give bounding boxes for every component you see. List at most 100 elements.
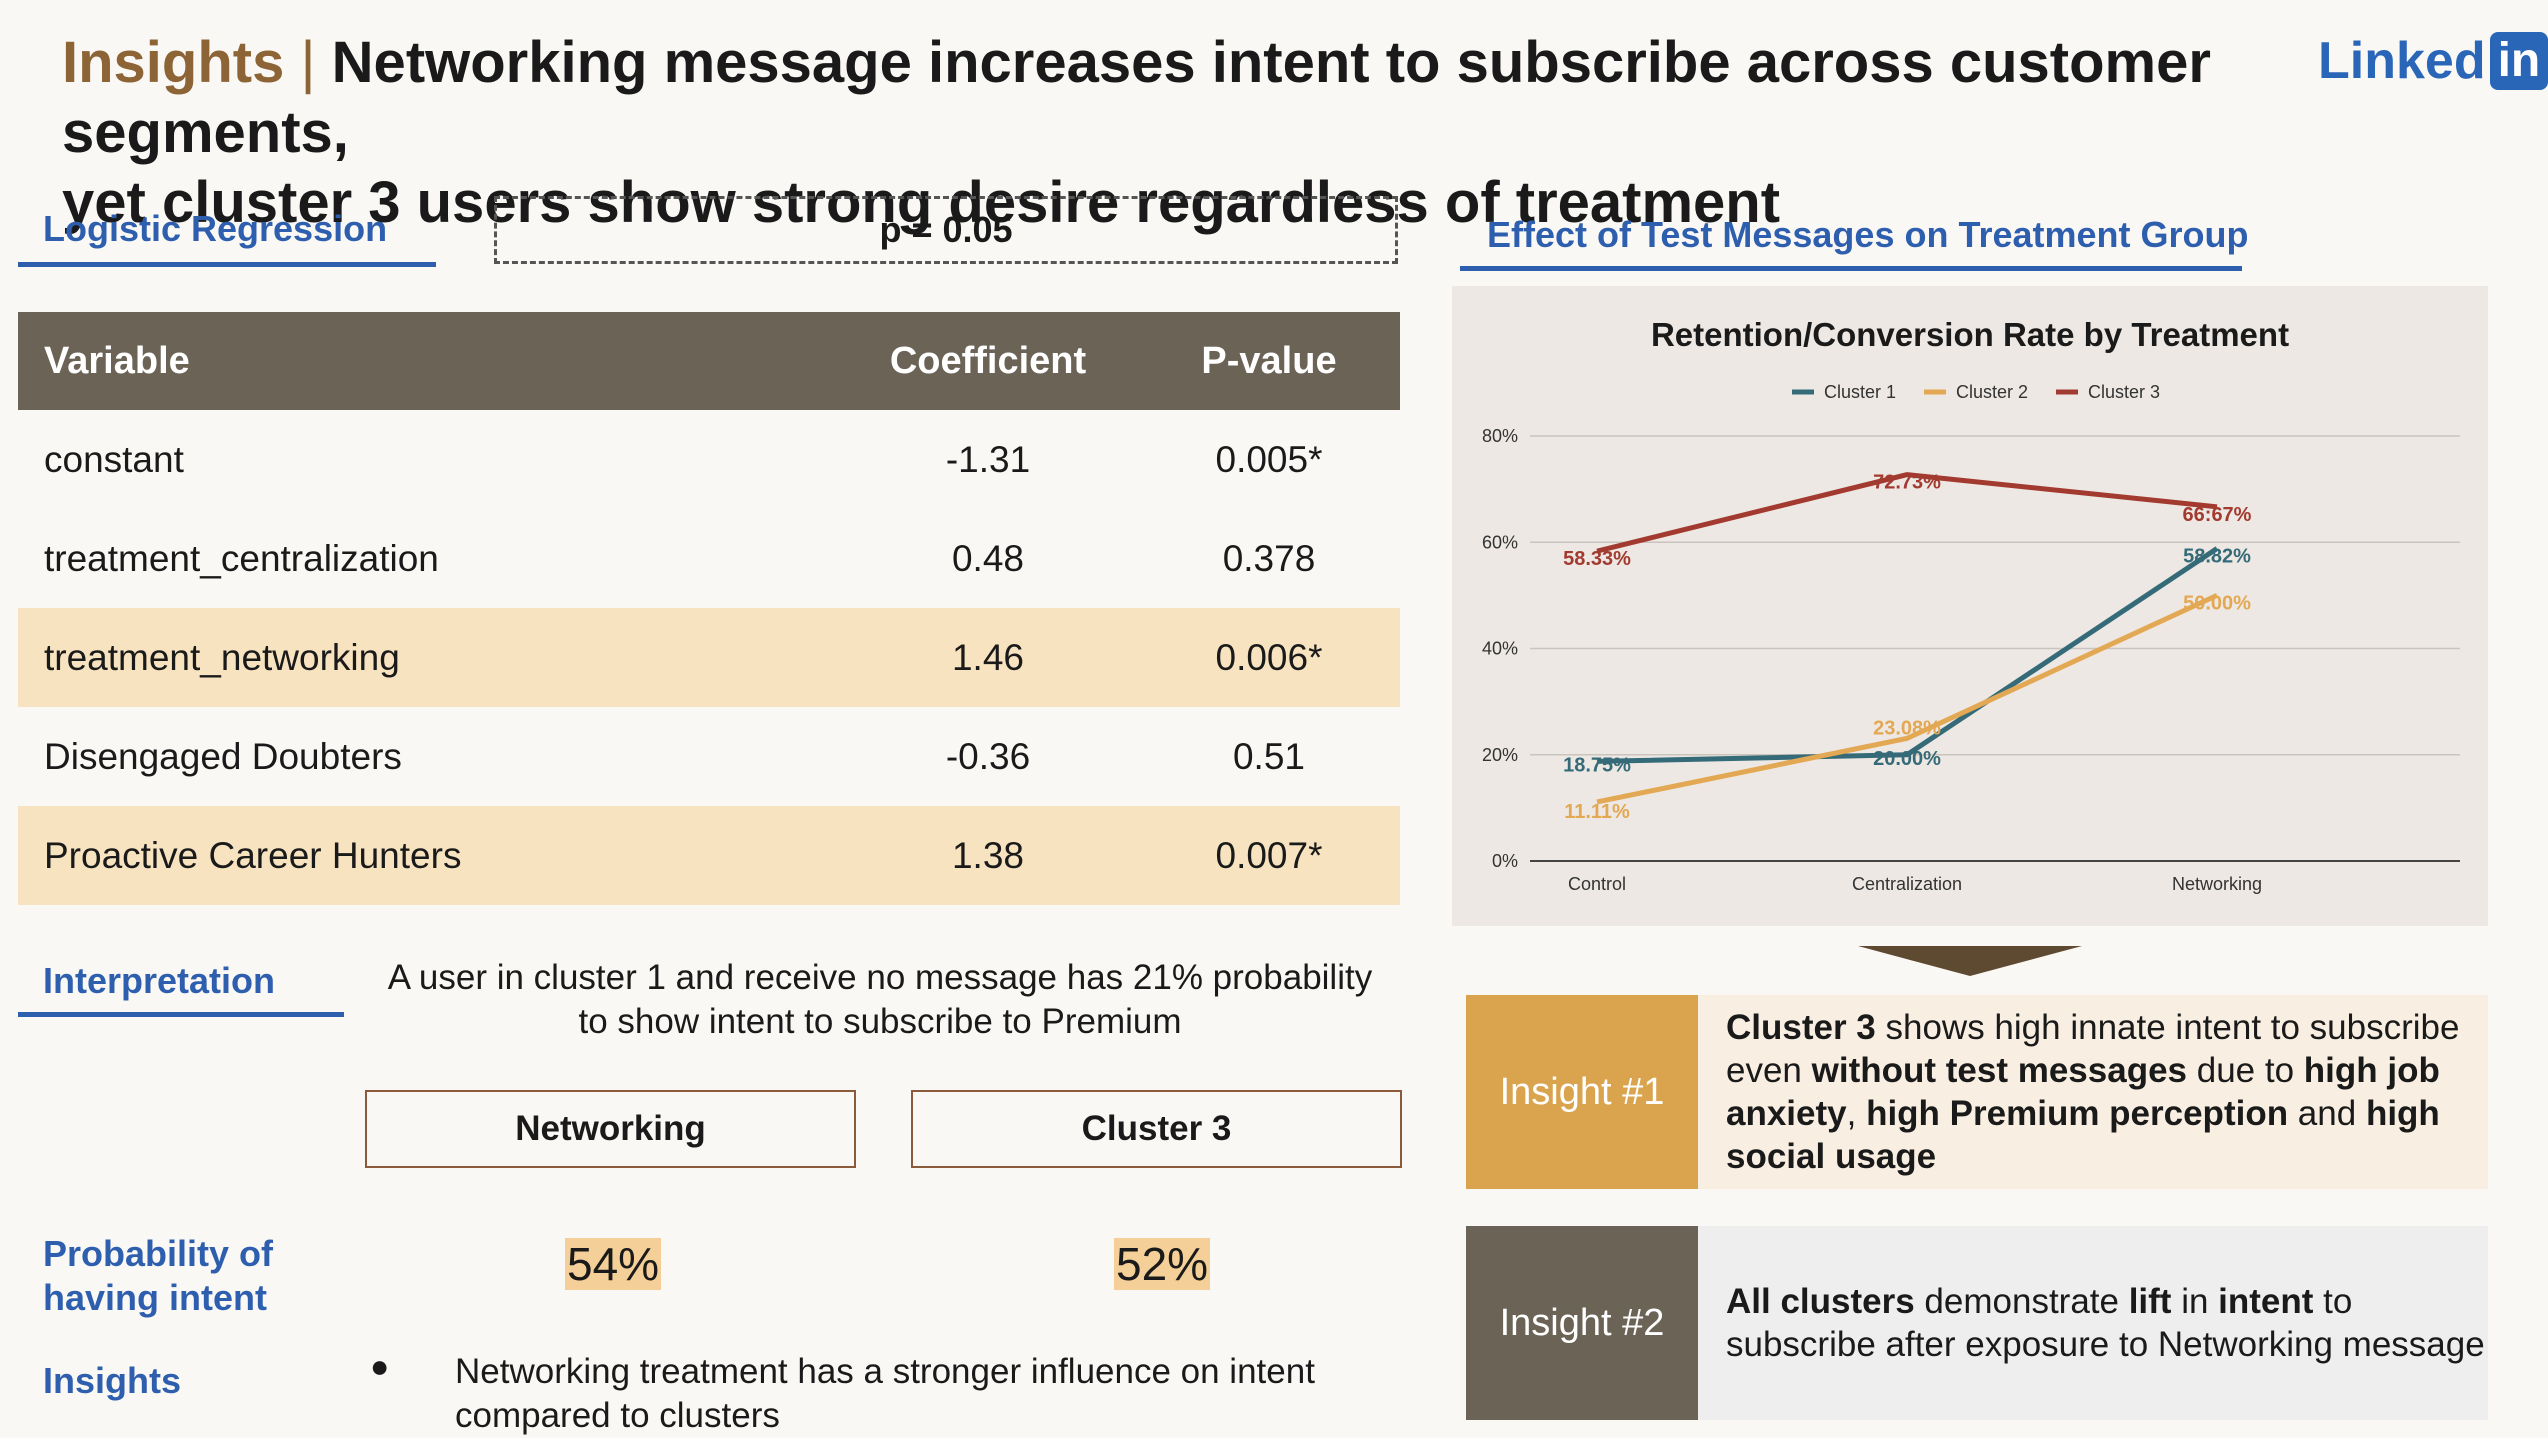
y-tick-label: 40% [1482, 639, 1518, 659]
y-tick-label: 20% [1482, 745, 1518, 765]
title-line-2: yet cluster 3 users show strong desire r… [62, 170, 1781, 235]
cell-pvalue: 0.006* [1215, 636, 1323, 678]
logo-text: Linked [2318, 32, 2486, 90]
x-tick-label: Control [1568, 874, 1626, 894]
y-tick-label: 80% [1482, 426, 1518, 446]
cell-coefficient: -0.36 [945, 735, 1031, 777]
cell-pvalue: 0.51 [1232, 735, 1305, 777]
table-row: treatment_networking 1.46 0.006* [18, 608, 1400, 707]
legend-label: Cluster 2 [1956, 382, 2028, 402]
logistic-regression-heading: Logistic Regression [43, 208, 388, 249]
insight-1-body: Cluster 3 shows high innate intent to su… [1698, 995, 2488, 1189]
linkedin-logo: Linked in [2318, 30, 2548, 92]
cluster3-box: Cluster 3 [911, 1090, 1402, 1168]
x-tick-label: Networking [2172, 874, 2262, 894]
effect-heading: Effect of Test Messages on Treatment Gro… [1487, 214, 2249, 255]
networking-probability: 54% [565, 1238, 662, 1290]
series-line [1596, 593, 2219, 805]
cell-coefficient: 1.46 [951, 636, 1024, 678]
page-title: Insights | Networking message increases … [62, 28, 2262, 238]
cell-variable: treatment_centralization [44, 537, 439, 579]
insight-2-label: Insight #2 [1466, 1226, 1698, 1420]
data-label: 72.73% [1873, 472, 1941, 494]
body-text: due to [2187, 1051, 2304, 1090]
column-header-variable: Variable [44, 339, 190, 382]
cell-variable: constant [44, 438, 184, 480]
insight-bullet-text: Networking treatment has a stronger infl… [455, 1352, 1315, 1435]
table-row: treatment_centralization 0.48 0.378 [18, 509, 1400, 608]
regression-table: Variable Coefficient P-value constant -1.… [18, 312, 1400, 905]
interpretation-heading: Interpretation [43, 960, 276, 1001]
y-tick-label: 60% [1482, 532, 1518, 552]
emphasis-text: high job anxiety [1726, 1051, 2440, 1133]
body-text: shows high innate intent to subscribe ev… [1726, 1008, 2460, 1090]
title-line-1: Insights | Networking message increases … [62, 28, 2262, 168]
cell-pvalue: 0.007* [1215, 834, 1323, 876]
insight-2-body: All clusters demonstrate lift in intent … [1698, 1226, 2488, 1420]
body-text: demonstrate [1914, 1282, 2129, 1321]
chart-title: Retention/Conversion Rate by Treatment [1650, 316, 2290, 353]
body-text: in [2171, 1282, 2219, 1321]
title-keyword: Insights [62, 30, 285, 95]
body-text: and [2288, 1094, 2366, 1133]
cell-coefficient: -1.31 [945, 438, 1031, 480]
chart-panel: Retention/Conversion Rate by Treatment 0… [1452, 286, 2488, 926]
table-row: Proactive Career Hunters 1.38 0.007* [18, 806, 1400, 905]
column-header-coefficient: Coefficient [889, 339, 1087, 382]
interpretation-underline [18, 1012, 344, 1017]
networking-box: Networking [365, 1090, 856, 1168]
emphasis-text: Cluster 3 [1726, 1008, 1876, 1047]
table-row: Disengaged Doubters -0.36 0.51 [18, 707, 1400, 806]
emphasis-text: lift [2128, 1282, 2172, 1321]
insight-1-text: Cluster 3 shows high innate intent to su… [1726, 1006, 2488, 1178]
series-line [1596, 472, 2218, 554]
cell-pvalue: 0.005* [1215, 438, 1323, 480]
data-label: 58.33% [1563, 548, 1631, 570]
cell-coefficient: 0.48 [951, 537, 1024, 579]
emphasis-text: without test messages [1811, 1051, 2188, 1090]
line-chart: 0% 20% 40% 60% 80% Control Centralization Netwo… [1482, 382, 2460, 894]
cell-pvalue: 0.378 [1222, 537, 1316, 579]
emphasis-text: high Premium perception [1866, 1094, 2289, 1133]
emphasis-text: high social usage [1726, 1094, 2440, 1176]
body-text: to subscribe after exposure to Networkin… [1726, 1282, 2485, 1364]
data-label: 20.00% [1873, 748, 1941, 770]
legend-label: Cluster 1 [1824, 382, 1896, 402]
data-label: 18.75% [1563, 754, 1631, 776]
title-separator: | [300, 30, 316, 95]
bullet-icon: ● [370, 1348, 390, 1384]
cell-variable: treatment_networking [44, 636, 400, 678]
data-label: 50.00% [2183, 592, 2251, 614]
logo-badge: in [2489, 32, 2548, 90]
effect-underline [1460, 266, 2242, 271]
data-label: 23.08% [1873, 717, 1941, 739]
insight-card-1: Insight #1 Cluster 3 shows high innate i… [1466, 995, 2488, 1189]
probability-label: Probability of having intent [43, 1233, 274, 1318]
insight-card-2: Insight #2 All clusters demonstrate lift… [1466, 1226, 2488, 1420]
cell-coefficient: 1.38 [951, 834, 1024, 876]
table-row: constant -1.31 0.005* [18, 410, 1400, 509]
legend-label: Cluster 3 [2088, 382, 2160, 402]
emphasis-text: All clusters [1726, 1282, 1915, 1321]
cell-variable: Disengaged Doubters [44, 735, 402, 777]
data-label: 58.82% [2183, 546, 2251, 568]
title-text-line1: Networking message increases intent to s… [62, 30, 2211, 165]
table-body: constant -1.31 0.005* treatment_centralizat… [18, 410, 1400, 905]
down-arrow-icon [1858, 946, 2082, 976]
logistic-regression-underline [18, 262, 436, 267]
x-tick-label: Centralization [1852, 874, 1962, 894]
insights-label: Insights [43, 1360, 182, 1401]
series-line [1596, 546, 2219, 764]
pvalue-note-box: p = 0.05 [494, 196, 1398, 264]
cell-variable: Proactive Career Hunters [44, 834, 462, 876]
cluster3-probability: 52% [1114, 1238, 1211, 1290]
y-tick-label: 0% [1492, 851, 1518, 871]
column-header-pvalue: P-value [1201, 339, 1337, 382]
data-label: 11.11% [1564, 801, 1630, 823]
table-header: Variable Coefficient P-value [18, 312, 1400, 410]
data-label: 66:67% [2183, 504, 2252, 526]
emphasis-text: intent [2218, 1282, 2314, 1321]
insight-2-text: All clusters demonstrate lift in intent … [1726, 1280, 2488, 1366]
body-text: , [1846, 1094, 1867, 1133]
insight-1-label: Insight #1 [1466, 995, 1698, 1189]
